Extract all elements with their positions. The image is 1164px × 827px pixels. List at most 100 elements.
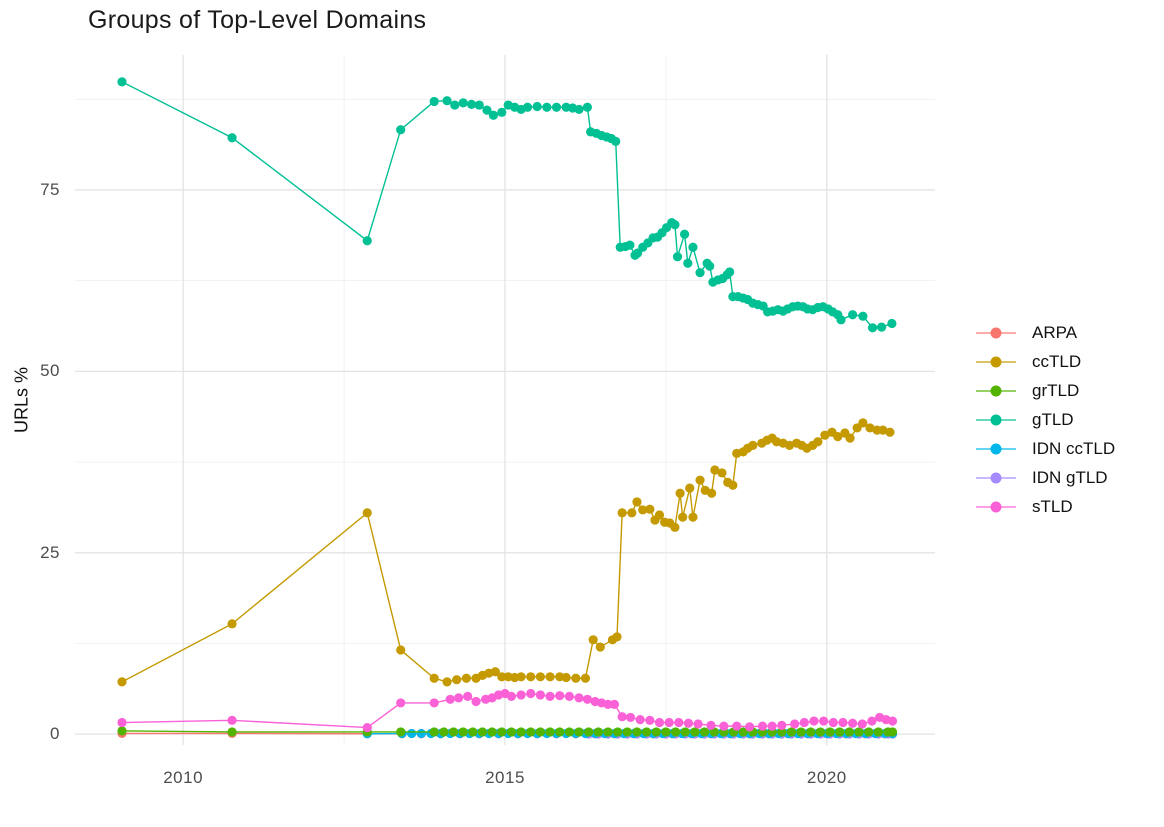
data-point	[532, 101, 542, 112]
data-point	[227, 715, 237, 725]
data-point	[545, 727, 555, 737]
data-point	[867, 716, 877, 726]
legend-item-label: IDN gTLD	[1032, 467, 1108, 487]
data-point	[582, 694, 592, 704]
data-point	[611, 136, 621, 146]
data-point	[705, 261, 715, 271]
data-point	[876, 322, 887, 332]
data-point	[674, 717, 684, 728]
data-point	[396, 645, 406, 655]
data-point	[463, 691, 473, 701]
data-point	[584, 727, 594, 737]
series-stld	[117, 688, 898, 733]
data-point	[482, 105, 492, 115]
data-point	[461, 673, 471, 683]
data-point	[227, 619, 237, 629]
legend-key-icon	[976, 472, 1016, 483]
data-point	[685, 483, 695, 493]
data-point	[396, 698, 406, 708]
data-point	[680, 727, 690, 737]
data-point	[474, 100, 484, 110]
data-point	[777, 720, 787, 731]
legend-item-cctld: ccTLD	[974, 347, 1115, 376]
data-point	[490, 667, 500, 677]
data-point	[706, 720, 716, 731]
series-gtld	[117, 77, 897, 333]
data-point	[651, 727, 661, 737]
data-point	[672, 252, 683, 262]
data-point	[625, 712, 636, 723]
legend-key-icon	[976, 327, 1016, 338]
legend: ARPA ccTLD grTLD gTLD IDN ccTLD IDN gTLD sTLD	[974, 318, 1115, 521]
data-point	[825, 727, 835, 737]
legend-item-label: sTLD	[1032, 496, 1073, 516]
data-point	[227, 727, 237, 737]
data-point	[595, 642, 605, 652]
data-point	[699, 727, 710, 737]
data-point	[845, 433, 855, 443]
data-point	[757, 721, 768, 731]
data-point	[693, 719, 703, 729]
data-point	[564, 691, 574, 701]
data-point	[688, 242, 698, 252]
data-point	[603, 699, 613, 709]
data-point	[638, 505, 648, 515]
data-point	[748, 440, 758, 450]
data-point	[828, 717, 838, 728]
data-point	[745, 722, 755, 732]
data-point	[603, 727, 613, 737]
data-point	[516, 672, 526, 682]
data-point	[442, 96, 452, 106]
data-point	[858, 418, 868, 428]
data-point	[454, 693, 464, 703]
data-point	[506, 727, 517, 737]
data-point	[864, 727, 874, 737]
data-point	[582, 102, 592, 112]
data-point	[506, 691, 517, 701]
data-point	[887, 716, 898, 726]
series-line	[121, 692, 893, 729]
legend-key-icon	[976, 501, 1016, 512]
x-tick-label: 2020	[806, 768, 847, 787]
data-point	[542, 102, 552, 112]
data-point	[458, 98, 468, 108]
data-point	[728, 480, 738, 490]
legend-key-icon	[976, 443, 1016, 454]
data-point	[844, 727, 854, 737]
data-point	[471, 696, 481, 707]
data-point	[580, 673, 591, 683]
data-point	[878, 425, 888, 435]
data-point	[836, 315, 846, 325]
data-point	[887, 318, 897, 329]
data-point	[790, 719, 800, 729]
data-point	[545, 672, 555, 682]
data-point	[442, 677, 452, 687]
data-point	[796, 727, 806, 737]
y-tick-label: 50	[40, 361, 60, 381]
legend-item-label: ccTLD	[1032, 351, 1082, 371]
data-point	[117, 717, 127, 728]
data-point	[654, 717, 665, 728]
data-point	[819, 716, 829, 726]
data-point	[848, 718, 858, 728]
data-point	[477, 727, 488, 737]
data-point	[675, 488, 685, 498]
data-point	[487, 727, 497, 737]
legend-item-idn-gtld: IDN gTLD	[974, 463, 1115, 492]
data-point	[767, 721, 777, 731]
data-point	[857, 719, 867, 729]
data-point	[683, 718, 694, 728]
data-point	[625, 240, 635, 250]
data-point	[664, 717, 674, 728]
data-point	[815, 727, 826, 737]
data-point	[117, 726, 127, 736]
data-point	[632, 497, 642, 507]
data-point	[835, 727, 845, 737]
data-point	[635, 715, 645, 725]
data-point	[695, 268, 705, 278]
x-tick-label: 2015	[485, 768, 525, 787]
data-point	[854, 727, 864, 737]
data-point	[227, 133, 237, 143]
data-point	[458, 727, 468, 737]
